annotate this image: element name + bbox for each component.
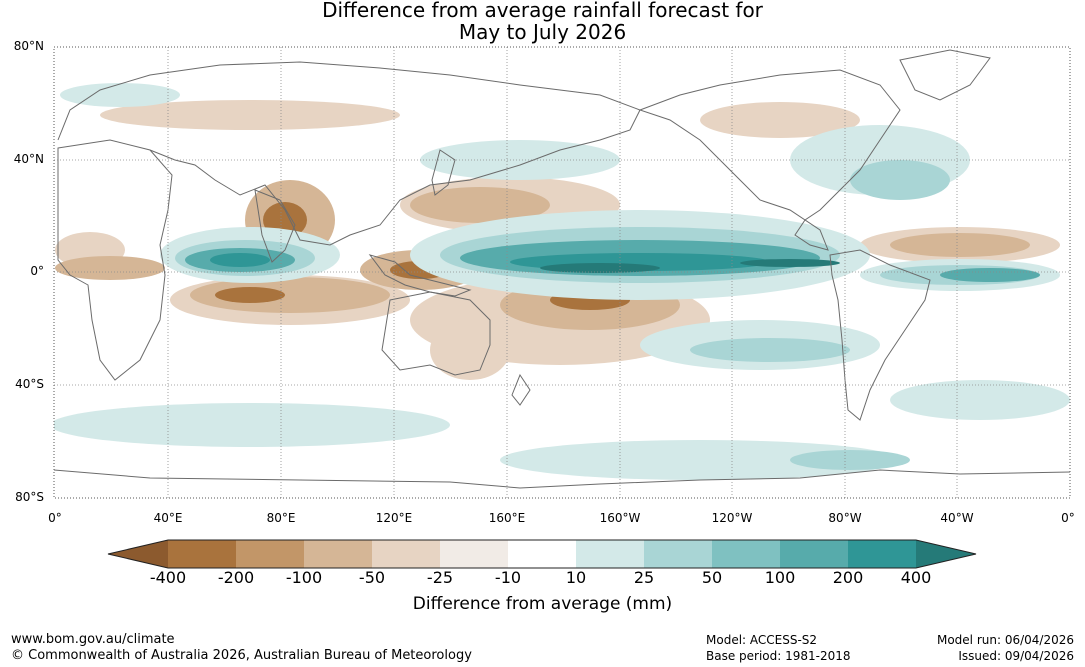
colorbar-swatch-3 [304, 540, 372, 568]
map-border [53, 46, 1071, 499]
colorbar-tick-5: -10 [494, 568, 522, 587]
colorbar-tick-10: 200 [832, 568, 864, 587]
colorbar-tick-1: -200 [217, 568, 255, 587]
australia-outline [381, 291, 491, 376]
lon-label-80e: 80°E [266, 511, 296, 525]
colorbar-outline [107, 539, 977, 569]
colorbar-swatch-11 [848, 540, 916, 568]
colorbar-tick-7: 25 [633, 568, 655, 587]
colorbar-swatch-9 [712, 540, 780, 568]
lon-label-40w: 40°W [940, 511, 974, 525]
footer-model: Model: ACCESS-S2 [706, 633, 818, 647]
map-title-line-1: Difference from average rainfall forecas… [322, 0, 763, 22]
lat-label-80s: 80°S [15, 490, 44, 504]
colorbar-tick-2: -100 [285, 568, 323, 587]
colorbar-tick-9: 100 [764, 568, 796, 587]
footer-base-period: Base period: 1981-2018 [706, 649, 851, 663]
colorbar-swatch-4 [372, 540, 440, 568]
colorbar-swatch-8 [644, 540, 712, 568]
colorbar-tick-4: -25 [426, 568, 454, 587]
colorbar-tick-0: -400 [149, 568, 187, 587]
coastlines [54, 49, 1070, 489]
anomaly-shading [54, 83, 1070, 480]
lon-label-160w: 160°W [599, 511, 641, 525]
colorbar-swatch-6 [508, 540, 576, 568]
lon-label-120e: 120°E [375, 511, 413, 525]
lon-label-40e: 40°E [153, 511, 183, 525]
lon-label-120w: 120°W [711, 511, 753, 525]
footer-copyright: © Commonwealth of Australia 2026, Austra… [11, 648, 472, 663]
colorbar-swatch-12 [916, 540, 976, 568]
colorbar-swatch-1 [168, 540, 236, 568]
colorbar-tick-6: 10 [565, 568, 587, 587]
footer-issued: Issued: 09/04/2026 [958, 649, 1074, 663]
colorbar-swatch-10 [780, 540, 848, 568]
eurasia-outline [57, 61, 641, 246]
colorbar-swatch-2 [236, 540, 304, 568]
colorbar-label: Difference from average (mm) [412, 594, 673, 614]
footer-model-run: Model run: 06/04/2026 [936, 633, 1074, 647]
colorbar-tick-11: 400 [900, 568, 932, 587]
japan-outline [431, 149, 456, 196]
antarctica-outline [54, 469, 1070, 489]
wet-extreme-regions [540, 259, 840, 273]
map-title-line-2: May to July 2026 [458, 20, 627, 44]
lon-label-0-right: 0° [1061, 511, 1075, 525]
colorbar-tick-3: -50 [358, 568, 386, 587]
lon-label-80w: 80°W [828, 511, 862, 525]
gridlines [54, 47, 1070, 498]
greenland-outline [899, 49, 991, 101]
lon-label-0-left: 0° [48, 511, 62, 525]
colorbar-swatch-5 [440, 540, 508, 568]
lat-label-40s: 40°S [15, 377, 44, 391]
footer-url[interactable]: www.bom.gov.au/climate [11, 632, 175, 647]
colorbar-tick-8: 50 [701, 568, 723, 587]
maritime-continent-outline [368, 254, 472, 297]
india-outline [254, 189, 296, 263]
africa-outline [57, 139, 173, 381]
lat-label-0: 0° [30, 264, 44, 278]
colorbar-swatch-7 [576, 540, 644, 568]
lat-label-80n: 80°N [13, 39, 44, 53]
lat-label-40n: 40°N [13, 152, 44, 166]
south-america-outline [829, 249, 931, 421]
north-america-outline [638, 69, 901, 251]
colorbar-swatch-0 [108, 540, 168, 568]
lon-label-160e: 160°E [488, 511, 526, 525]
new-zealand-outline [511, 373, 531, 406]
